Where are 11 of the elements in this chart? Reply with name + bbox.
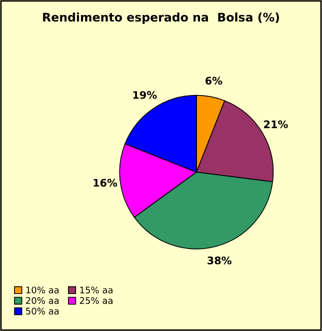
- data-label: 19%: [133, 91, 157, 99]
- legend-label: 25% aa: [80, 297, 112, 304]
- data-label: 38%: [208, 256, 232, 264]
- data-label: 21%: [264, 120, 288, 128]
- legend-label: 15% aa: [80, 286, 112, 294]
- chart-title: Rendimento esperado na Bolsa (%): [43, 12, 279, 24]
- data-label: 16%: [94, 178, 118, 187]
- legend-label: 10% aa: [26, 286, 59, 294]
- data-label: 6%: [205, 76, 222, 85]
- legend-label: 50% aa: [26, 308, 59, 315]
- legend-label: 20% aa: [26, 297, 59, 304]
